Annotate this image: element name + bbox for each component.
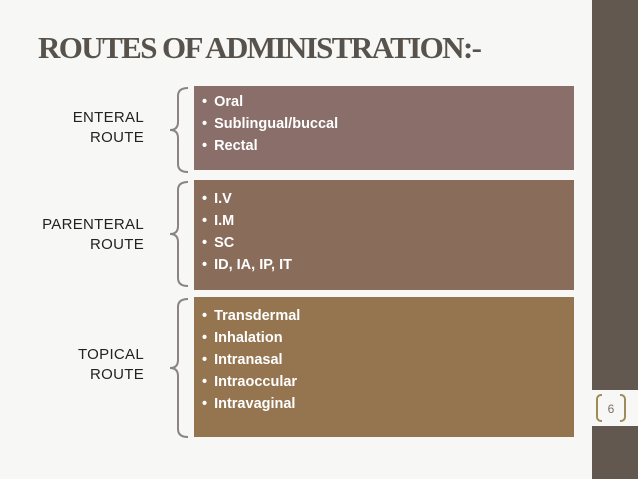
topical-items-box: Transdermal Inhalation Intranasal Intrao… [194, 297, 574, 437]
list-item: Inhalation [202, 327, 574, 349]
enteral-label-line1: ENTERAL [72, 109, 144, 126]
slide-title: ROUTES OF ADMINISTRATION:- [38, 30, 482, 65]
list-item: Intraoccular [202, 371, 574, 393]
parenteral-route-label: PARENTERAL ROUTE [4, 215, 144, 255]
page-number-left-bracket [596, 394, 602, 422]
enteral-label-line2: ROUTE [90, 129, 144, 146]
topical-route-label: TOPICAL ROUTE [4, 345, 144, 385]
topical-label-line1: TOPICAL [77, 346, 144, 363]
parenteral-label-line2: ROUTE [90, 236, 144, 253]
page-number-right-bracket [620, 394, 626, 422]
list-item: I.V [202, 188, 574, 210]
list-item: Transdermal [202, 305, 574, 327]
topical-brace-icon [169, 298, 189, 438]
page-number: 6 [607, 402, 615, 416]
list-item: Intravaginal [202, 393, 574, 415]
parenteral-items-box: I.V I.M SC ID, IA, IP, IT [194, 180, 574, 290]
parenteral-label-line1: PARENTERAL [42, 216, 144, 233]
parenteral-brace-icon [169, 181, 189, 287]
topical-label-line2: ROUTE [90, 366, 144, 383]
list-item: Intranasal [202, 349, 574, 371]
list-item: I.M [202, 210, 574, 232]
list-item: SC [202, 232, 574, 254]
list-item: Oral [202, 91, 574, 113]
enteral-brace-icon [169, 87, 189, 173]
list-item: Rectal [202, 135, 574, 157]
enteral-route-label: ENTERAL ROUTE [4, 108, 144, 148]
list-item: ID, IA, IP, IT [202, 254, 574, 276]
enteral-items-box: Oral Sublingual/buccal Rectal [194, 86, 574, 170]
list-item: Sublingual/buccal [202, 113, 574, 135]
